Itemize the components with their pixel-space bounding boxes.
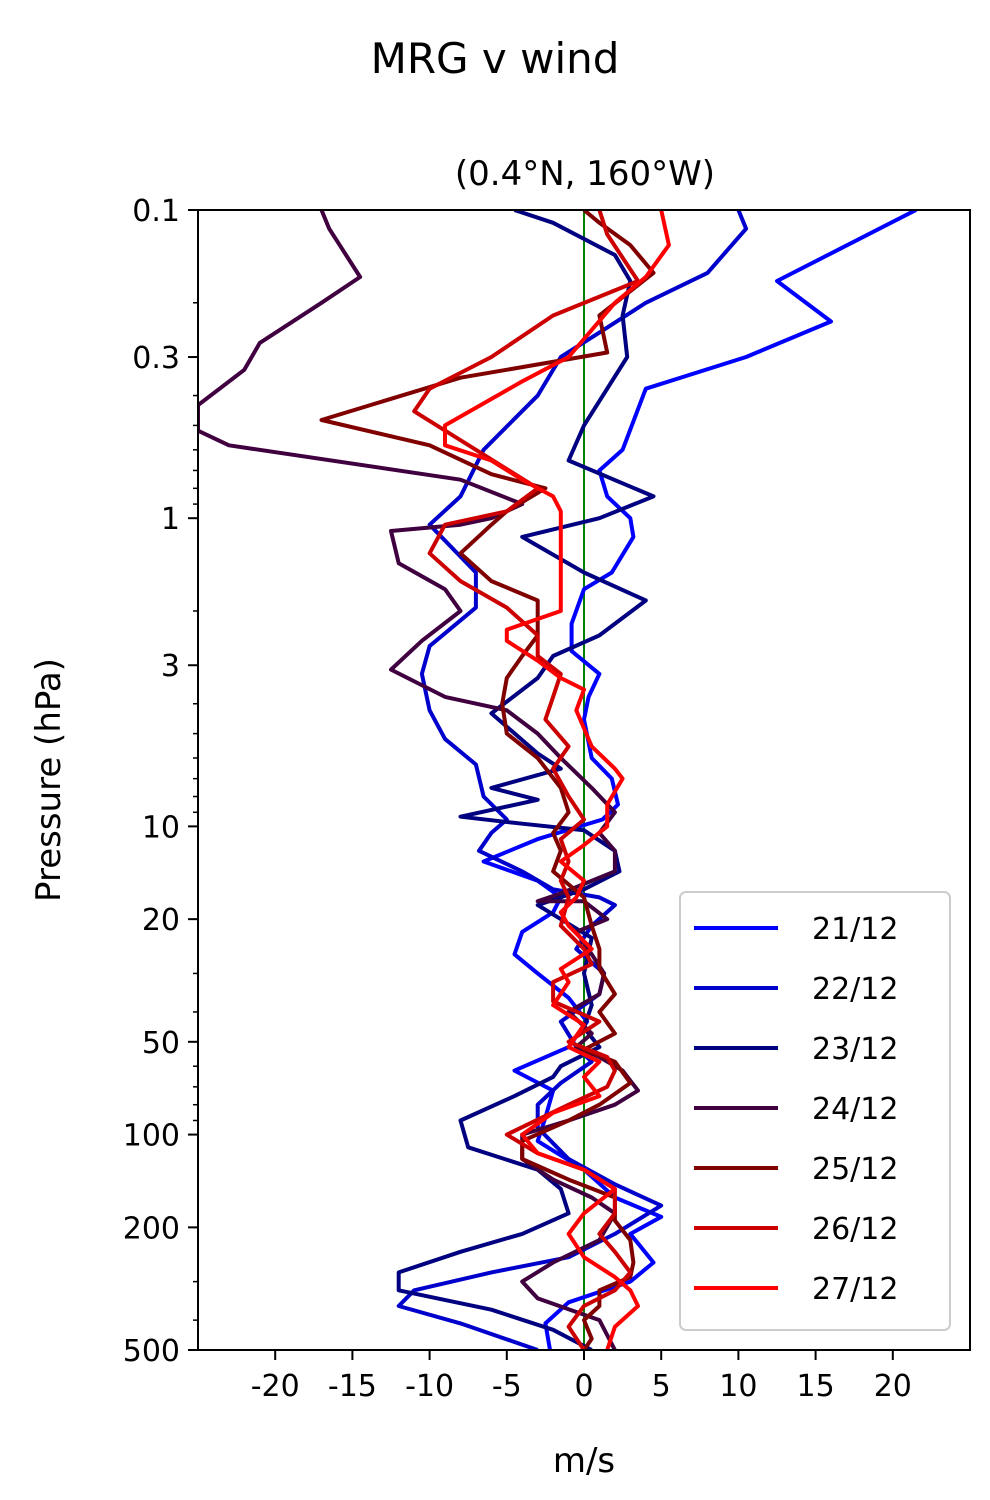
ticks-layer: -20 -15 -10 -5 0 5 10 15 20 0.1 0.3 1 3 10 20 50 100 200 5… bbox=[123, 194, 912, 1404]
y-tick-label: 100 bbox=[123, 1119, 180, 1154]
legend-box bbox=[679, 891, 951, 1331]
x-tick-label: -10 bbox=[405, 1369, 454, 1404]
y-tick-label: 10 bbox=[142, 810, 180, 845]
x-tick-label: -20 bbox=[251, 1369, 300, 1404]
chart-title: MRG v wind bbox=[371, 34, 620, 83]
y-tick-label: 20 bbox=[142, 903, 180, 938]
y-tick-label: 1 bbox=[161, 502, 180, 537]
legend-label: 27/12 bbox=[812, 1272, 898, 1307]
x-axis-label: m/s bbox=[553, 1441, 615, 1481]
x-tick-label: 15 bbox=[797, 1369, 835, 1404]
series-line-6 bbox=[443, 210, 671, 1350]
legend-label: 23/12 bbox=[812, 1032, 898, 1067]
y-tick-label: 50 bbox=[142, 1026, 180, 1061]
legend-label: 26/12 bbox=[812, 1212, 898, 1247]
x-tick-label: 0 bbox=[574, 1369, 593, 1404]
series-line-2 bbox=[396, 210, 656, 1350]
x-tick-label: -15 bbox=[328, 1369, 377, 1404]
x-tick-label: 5 bbox=[652, 1369, 671, 1404]
legend-label: 22/12 bbox=[812, 972, 898, 1007]
y-tick-label: 500 bbox=[123, 1334, 180, 1369]
legend-label: 25/12 bbox=[812, 1152, 898, 1187]
series-layer bbox=[198, 210, 917, 1350]
chart-subtitle: (0.4°N, 160°W) bbox=[455, 154, 715, 194]
x-tick-label: 10 bbox=[719, 1369, 757, 1404]
legend: 21/12 22/12 23/12 24/12 25/12 26/12 27/12 bbox=[679, 891, 951, 1331]
y-tick-label: 200 bbox=[123, 1211, 180, 1246]
x-tick-label: -5 bbox=[492, 1369, 522, 1404]
y-tick-label: 0.1 bbox=[132, 194, 180, 229]
y-axis-label: Pressure (hPa) bbox=[29, 658, 69, 902]
y-tick-label: 0.3 bbox=[132, 341, 180, 376]
legend-label: 21/12 bbox=[812, 912, 898, 947]
x-tick-label: 20 bbox=[874, 1369, 912, 1404]
legend-label: 24/12 bbox=[812, 1092, 898, 1127]
y-tick-label: 3 bbox=[161, 649, 180, 684]
series-line-0 bbox=[481, 210, 917, 1350]
